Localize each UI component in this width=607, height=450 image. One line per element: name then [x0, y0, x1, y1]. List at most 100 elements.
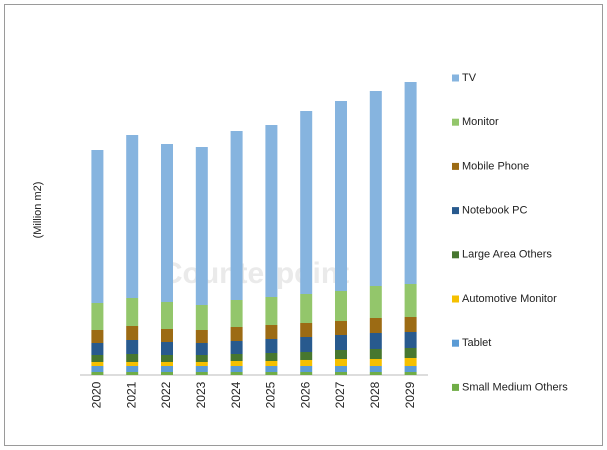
bar-segment — [369, 286, 382, 318]
bar-segment — [161, 362, 173, 366]
bar-segment — [195, 343, 208, 355]
x-tick-label: 2021 — [124, 381, 138, 408]
bar-segment — [91, 372, 104, 375]
bar-segment — [91, 343, 104, 355]
bar-segment — [126, 135, 139, 298]
legend-swatch — [452, 118, 459, 126]
bar-segment — [300, 111, 313, 294]
bar-segment — [91, 150, 104, 303]
bar-segment — [369, 91, 382, 286]
bar-segment — [161, 302, 173, 329]
bar-segment — [161, 355, 173, 362]
bar-segment — [91, 355, 104, 362]
bar-segment — [161, 144, 173, 302]
x-tick-label: 2028 — [368, 381, 382, 408]
bar-segment — [195, 330, 208, 343]
legend-swatch — [452, 295, 459, 303]
bar-segment — [335, 321, 347, 335]
bar-segment — [369, 349, 382, 359]
bar-segment — [404, 358, 417, 366]
bar-segment — [335, 359, 347, 366]
bar-segment — [126, 340, 139, 354]
bar-segment — [300, 294, 313, 323]
legend-swatch — [452, 251, 459, 259]
bar-segment — [335, 101, 347, 291]
bar-segment — [91, 303, 104, 330]
bar-segment — [369, 372, 382, 375]
bar-segment — [161, 329, 173, 342]
x-tick-label: 2023 — [194, 381, 208, 408]
legend-swatch — [452, 383, 459, 391]
bar-segment — [126, 326, 139, 340]
bar-segment — [126, 366, 139, 372]
bar-segment — [335, 335, 347, 350]
bar-segment — [161, 366, 173, 372]
bar-segment — [195, 372, 208, 375]
bar-segment — [195, 355, 208, 362]
y-axis-title: (Million m2) — [32, 182, 44, 239]
bar-segment — [335, 366, 347, 372]
bar-segment — [300, 352, 313, 360]
bar-segment — [230, 372, 243, 375]
bar-segment — [265, 125, 278, 297]
bar-segment — [404, 366, 417, 372]
bar-segment — [126, 354, 139, 362]
x-tick-label: 2026 — [298, 381, 312, 408]
frame — [4, 4, 603, 446]
bar-segment — [404, 82, 417, 284]
x-tick-label: 2022 — [159, 381, 173, 408]
bar-segment — [230, 300, 243, 327]
bar-segment — [230, 361, 243, 366]
x-tick-label: 2027 — [333, 381, 347, 408]
bar-segment — [265, 361, 278, 366]
bar-segment — [404, 348, 417, 358]
bar-segment — [300, 360, 313, 366]
legend-swatch — [452, 162, 459, 170]
bar-segment — [300, 337, 313, 352]
bar-segment — [195, 147, 208, 305]
bar-segment — [265, 339, 278, 353]
bar-segment — [91, 362, 104, 366]
bar-segment — [265, 297, 278, 325]
x-tick-label: 2029 — [403, 381, 417, 408]
bar-segment — [230, 327, 243, 341]
legend-label: Mobile Phone — [462, 160, 529, 172]
legend-label: Monitor — [462, 116, 499, 128]
bar-segment — [230, 131, 243, 300]
bar-segment — [161, 342, 173, 355]
bar-segment — [300, 366, 313, 372]
bar-segment — [404, 332, 417, 348]
bar-segment — [126, 362, 139, 366]
bar-segment — [195, 362, 208, 366]
bar-segment — [300, 323, 313, 337]
bar-segment — [230, 354, 243, 361]
bar-segment — [91, 330, 104, 343]
bar-segment — [369, 359, 382, 366]
bar-segment — [335, 291, 347, 321]
bar-segment — [404, 284, 417, 317]
bar-segment — [161, 372, 173, 375]
legend-label: TV — [462, 72, 477, 84]
bar-segment — [369, 318, 382, 333]
bar-segment — [335, 350, 347, 359]
bar-segment — [195, 305, 208, 330]
legend-label: Tablet — [462, 337, 491, 349]
x-tick-label: 2025 — [264, 381, 278, 408]
legend-swatch — [452, 74, 459, 82]
legend-label: Notebook PC — [462, 205, 527, 217]
legend-label: Small Medium Others — [462, 381, 568, 393]
legend-swatch — [452, 207, 459, 215]
bar-segment — [126, 372, 139, 375]
bar-segment — [265, 366, 278, 372]
watermark: Counterpoint — [161, 257, 349, 290]
bar-segment — [265, 353, 278, 361]
bar-segment — [404, 372, 417, 375]
legend-label: Large Area Others — [462, 249, 552, 261]
bar-segment — [230, 366, 243, 372]
bar-segment — [335, 372, 347, 375]
bar-segment — [195, 366, 208, 372]
x-tick-label: 2024 — [229, 381, 243, 408]
bar-segment — [230, 341, 243, 354]
